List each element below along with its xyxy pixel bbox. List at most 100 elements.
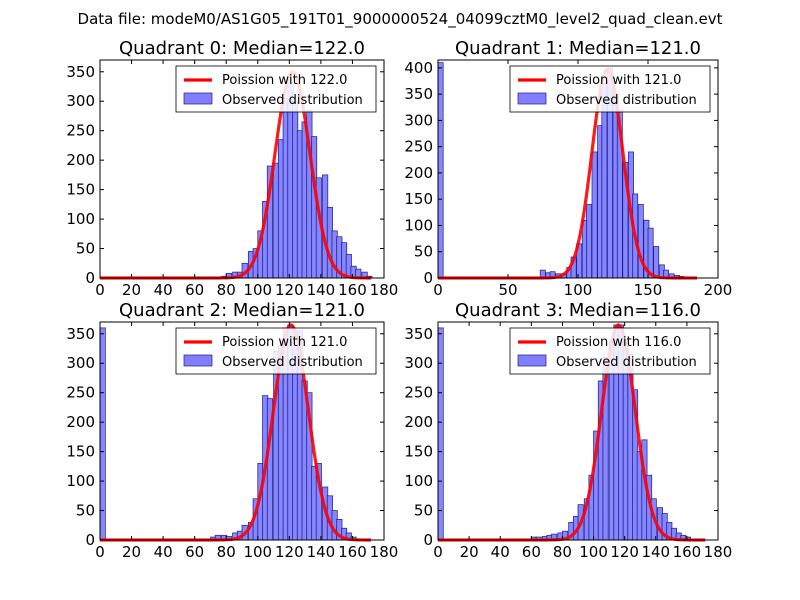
legend-1: Poission with 121.0 Observed distribution	[509, 65, 711, 113]
x-tick-label: 150	[634, 281, 663, 299]
axes-frame-0	[99, 59, 385, 279]
histogram-bars-2	[99, 324, 357, 541]
y-tick-label: 350	[404, 325, 433, 343]
x-tick-label: 100	[243, 543, 272, 561]
histogram-bar	[591, 151, 598, 279]
panel-title-2: Quadrant 2: Median=121.0	[119, 300, 365, 321]
x-tick-label: 200	[704, 281, 733, 299]
y-tick-label: 300	[66, 354, 95, 372]
y-tick-label: 250	[66, 122, 95, 140]
x-tick-label: 80	[217, 543, 236, 561]
legend-label-observed: Observed distribution	[556, 93, 697, 108]
histogram-bar	[586, 204, 592, 279]
legend-label-observed: Observed distribution	[222, 93, 363, 108]
y-tick-label: 200	[66, 413, 95, 431]
y-tick-label: 50	[414, 502, 433, 520]
y-tick-label: 300	[404, 111, 433, 129]
histogram-bar	[99, 327, 106, 541]
x-tick-label: 0	[95, 281, 105, 299]
panel-title-0: Quadrant 0: Median=122.0	[119, 38, 365, 59]
x-tick-label: 180	[370, 281, 399, 299]
y-tick-label: 250	[404, 138, 433, 156]
x-tick-label: 140	[307, 543, 336, 561]
y-tick-label: 0	[423, 531, 433, 549]
x-tick-label: 180	[704, 543, 733, 561]
y-tick-label: 50	[414, 243, 433, 261]
panel-title-1: Quadrant 1: Median=121.0	[455, 38, 701, 59]
panel-quadrant-3: Quadrant 3: Median=116.00 20 40 60 80 100 120 1…	[404, 300, 732, 561]
y-tick-label: 0	[85, 531, 95, 549]
y-tick-label: 300	[404, 354, 433, 372]
y-tick-label: 200	[404, 164, 433, 182]
legend-label-poisson: Poission with 121.0	[556, 73, 681, 88]
y-tick-label: 0	[423, 269, 433, 287]
legend-bar-swatch	[517, 354, 547, 367]
x-tick-label: 120	[275, 281, 304, 299]
x-tick-label: 0	[95, 543, 105, 561]
histogram-bar	[601, 83, 608, 279]
x-tick-label: 100	[564, 281, 593, 299]
panel-quadrant-0: Quadrant 0: Median=122.00 20 40 60 80 100 120 1…	[66, 38, 398, 299]
histogram-bar	[437, 327, 444, 541]
y-tick-label: 350	[66, 325, 95, 343]
legend-0: Poission with 122.0 Observed distribution	[175, 65, 377, 113]
y-tick-label: 100	[404, 472, 433, 490]
legend-label-poisson: Poission with 121.0	[222, 335, 347, 350]
x-tick-label: 0	[433, 281, 443, 299]
x-tick-label: 40	[491, 543, 510, 561]
legend-bar-swatch	[183, 92, 213, 105]
y-tick-label: 150	[66, 181, 95, 199]
x-tick-label: 160	[338, 543, 367, 561]
legend-label-poisson: Poission with 116.0	[556, 335, 681, 350]
y-tick-label: 350	[66, 63, 95, 81]
x-tick-label: 120	[275, 543, 304, 561]
legend-bar-swatch	[517, 92, 547, 105]
x-tick-label: 100	[579, 543, 608, 561]
histogram-bar	[637, 204, 644, 279]
figure-suptitle: Data file: modeM0/AS1G05_191T01_90000005…	[78, 10, 723, 29]
x-tick-label: 120	[610, 543, 639, 561]
y-tick-label: 150	[404, 190, 433, 208]
x-tick-label: 40	[154, 281, 173, 299]
x-tick-label: 20	[122, 281, 141, 299]
y-tick-label: 100	[66, 210, 95, 228]
y-tick-label: 100	[404, 216, 433, 234]
panel-quadrant-2: Quadrant 2: Median=121.00 20 40 60 80 100 120 1…	[66, 300, 398, 561]
x-tick-label: 60	[522, 543, 541, 561]
x-tick-label: 160	[338, 281, 367, 299]
x-tick-label: 180	[370, 543, 399, 561]
y-tick-label: 200	[66, 151, 95, 169]
y-tick-label: 50	[76, 502, 95, 520]
legend-label-observed: Observed distribution	[556, 355, 697, 370]
legend-label-observed: Observed distribution	[222, 355, 363, 370]
y-tick-label: 50	[76, 240, 95, 258]
x-tick-label: 20	[122, 543, 141, 561]
legend-2: Poission with 121.0 Observed distribution	[175, 327, 377, 375]
x-tick-label: 100	[243, 281, 272, 299]
x-tick-label: 50	[498, 281, 517, 299]
x-tick-label: 40	[154, 543, 173, 561]
y-tick-label: 150	[66, 443, 95, 461]
axes-frame-3	[437, 321, 719, 541]
y-tick-label: 150	[404, 443, 433, 461]
x-tick-label: 80	[217, 281, 236, 299]
x-tick-label: 60	[185, 281, 204, 299]
x-tick-label: 140	[641, 543, 670, 561]
y-tick-label: 0	[85, 269, 95, 287]
panel-quadrant-1: Quadrant 1: Median=121.0 0 50 100 150 200 0 50 1…	[404, 38, 732, 299]
x-tick-label: 80	[553, 543, 572, 561]
histogram-bar	[653, 246, 660, 279]
legend-bar-swatch	[183, 354, 213, 367]
x-tick-label: 140	[307, 281, 336, 299]
legend-label-poisson: Poission with 122.0	[222, 73, 347, 88]
y-tick-label: 100	[66, 472, 95, 490]
panels: Quadrant 0: Median=122.00 20 40 60 80 100 120 1…	[66, 38, 732, 561]
histogram-bar	[437, 62, 444, 279]
y-tick-label: 250	[404, 384, 433, 402]
y-tick-label: 400	[404, 59, 433, 77]
x-tick-label: 60	[185, 543, 204, 561]
panel-title-3: Quadrant 3: Median=116.0	[455, 300, 701, 321]
y-tick-label: 350	[404, 85, 433, 103]
x-tick-label: 160	[673, 543, 702, 561]
